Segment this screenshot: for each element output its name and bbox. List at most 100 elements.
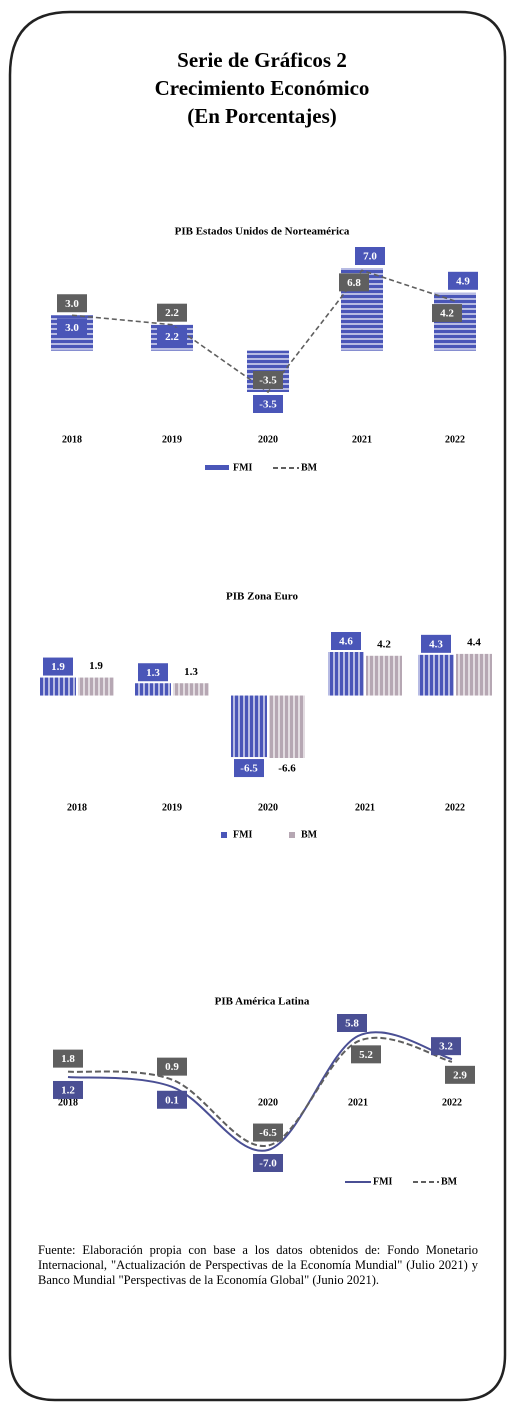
data-label: 1.9 — [51, 661, 65, 673]
x-tick-label: 2021 — [348, 1097, 368, 1108]
source-note: Fuente: Elaboración propia con base a lo… — [38, 1243, 478, 1287]
bar — [135, 683, 171, 696]
x-tick-label: 2021 — [352, 434, 372, 445]
x-tick-label: 2020 — [258, 1097, 278, 1108]
data-label: 2.9 — [453, 1069, 467, 1081]
data-label: -6.5 — [240, 763, 258, 775]
line — [67, 1031, 453, 1152]
label-box — [57, 294, 87, 313]
bar — [173, 683, 209, 696]
label-box — [234, 759, 264, 778]
data-label: -6.6 — [278, 763, 296, 775]
label-box — [138, 663, 168, 682]
label-box — [351, 1045, 381, 1064]
data-label: 6.8 — [347, 277, 361, 289]
x-tick-label: 2018 — [67, 802, 87, 813]
label-box — [253, 371, 283, 389]
x-tick-label: 2020 — [258, 802, 278, 813]
data-label: 4.2 — [377, 638, 391, 650]
bar — [456, 653, 492, 696]
line — [71, 269, 456, 394]
data-label: 1.3 — [146, 667, 160, 679]
x-tick-label: 2021 — [355, 802, 375, 813]
data-label: 4.3 — [429, 638, 443, 650]
data-label: -3.5 — [259, 399, 277, 411]
chart-title: PIB Estados Unidos de Norteamérica — [175, 226, 350, 238]
label-box — [157, 1057, 187, 1076]
frame — [8, 10, 507, 1402]
data-label: 2.2 — [165, 307, 179, 319]
bar — [328, 652, 364, 696]
bar — [78, 677, 114, 696]
data-label: 1.2 — [61, 1085, 75, 1097]
chart-title: PIB América Latina — [215, 996, 310, 1008]
label-box — [337, 1014, 367, 1032]
label-box — [157, 327, 187, 346]
bar — [269, 695, 305, 758]
label-box — [253, 1154, 283, 1172]
label-box — [421, 634, 451, 653]
label-box — [53, 1080, 83, 1099]
x-tick-label: 2022 — [445, 802, 465, 813]
bar — [366, 655, 402, 696]
chart-title: PIB Zona Euro — [226, 591, 298, 603]
x-tick-label: 2020 — [258, 434, 278, 445]
title-line: (En Porcentajes) — [187, 104, 337, 128]
x-tick-label: 2022 — [442, 1097, 462, 1108]
legend-label: FMI — [233, 829, 253, 840]
x-tick-label: 2022 — [445, 434, 465, 445]
data-label: 0.9 — [165, 1061, 179, 1073]
label-box — [57, 318, 87, 337]
data-label: 5.8 — [345, 1018, 359, 1030]
data-label: 1.9 — [89, 660, 103, 672]
data-label: 4.4 — [467, 636, 481, 648]
data-label: -7.0 — [259, 1158, 277, 1170]
legend-swatch — [289, 832, 295, 838]
label-box — [339, 273, 369, 292]
legend-label: BM — [301, 829, 318, 840]
title-line: Serie de Gráficos 2 — [177, 48, 347, 72]
data-label: 5.2 — [359, 1049, 373, 1061]
data-label: 4.9 — [456, 275, 470, 287]
label-box — [331, 632, 361, 650]
label-box — [432, 304, 462, 323]
data-label: -6.5 — [259, 1127, 277, 1139]
bar — [231, 695, 267, 758]
data-label: 2.2 — [165, 331, 179, 343]
data-label: 4.2 — [440, 308, 454, 320]
data-label: 1.3 — [184, 666, 198, 678]
data-label: 7.0 — [363, 251, 377, 263]
label-box — [431, 1037, 461, 1056]
x-tick-label: 2019 — [162, 434, 182, 445]
label-box — [43, 657, 73, 676]
data-label: 3.0 — [65, 322, 79, 334]
label-box — [355, 247, 385, 265]
data-label: 0.1 — [165, 1094, 179, 1106]
bar — [418, 654, 454, 696]
legend-label: FMI — [233, 462, 253, 473]
legend-swatch — [221, 832, 227, 838]
data-label: 3.2 — [439, 1041, 453, 1053]
legend-label: BM — [441, 1176, 458, 1187]
legend-label: FMI — [373, 1176, 393, 1187]
label-box — [253, 1123, 283, 1142]
label-box — [157, 1090, 187, 1109]
data-label: 1.8 — [61, 1053, 75, 1065]
x-tick-label: 2018 — [62, 434, 82, 445]
x-tick-label: 2019 — [162, 802, 182, 813]
title-line: Crecimiento Económico — [155, 76, 370, 100]
x-tick-label: 2018 — [58, 1097, 78, 1108]
data-label: 4.6 — [339, 636, 353, 648]
label-box — [448, 271, 478, 290]
label-box — [445, 1065, 475, 1084]
label-box — [157, 303, 187, 322]
legend-label: BM — [301, 462, 318, 473]
label-box — [253, 395, 283, 413]
line — [67, 1036, 453, 1147]
data-label: -3.5 — [259, 375, 277, 387]
label-box — [53, 1049, 83, 1068]
legend-swatch — [205, 465, 229, 470]
bar — [40, 677, 76, 696]
data-label: 3.0 — [65, 298, 79, 310]
